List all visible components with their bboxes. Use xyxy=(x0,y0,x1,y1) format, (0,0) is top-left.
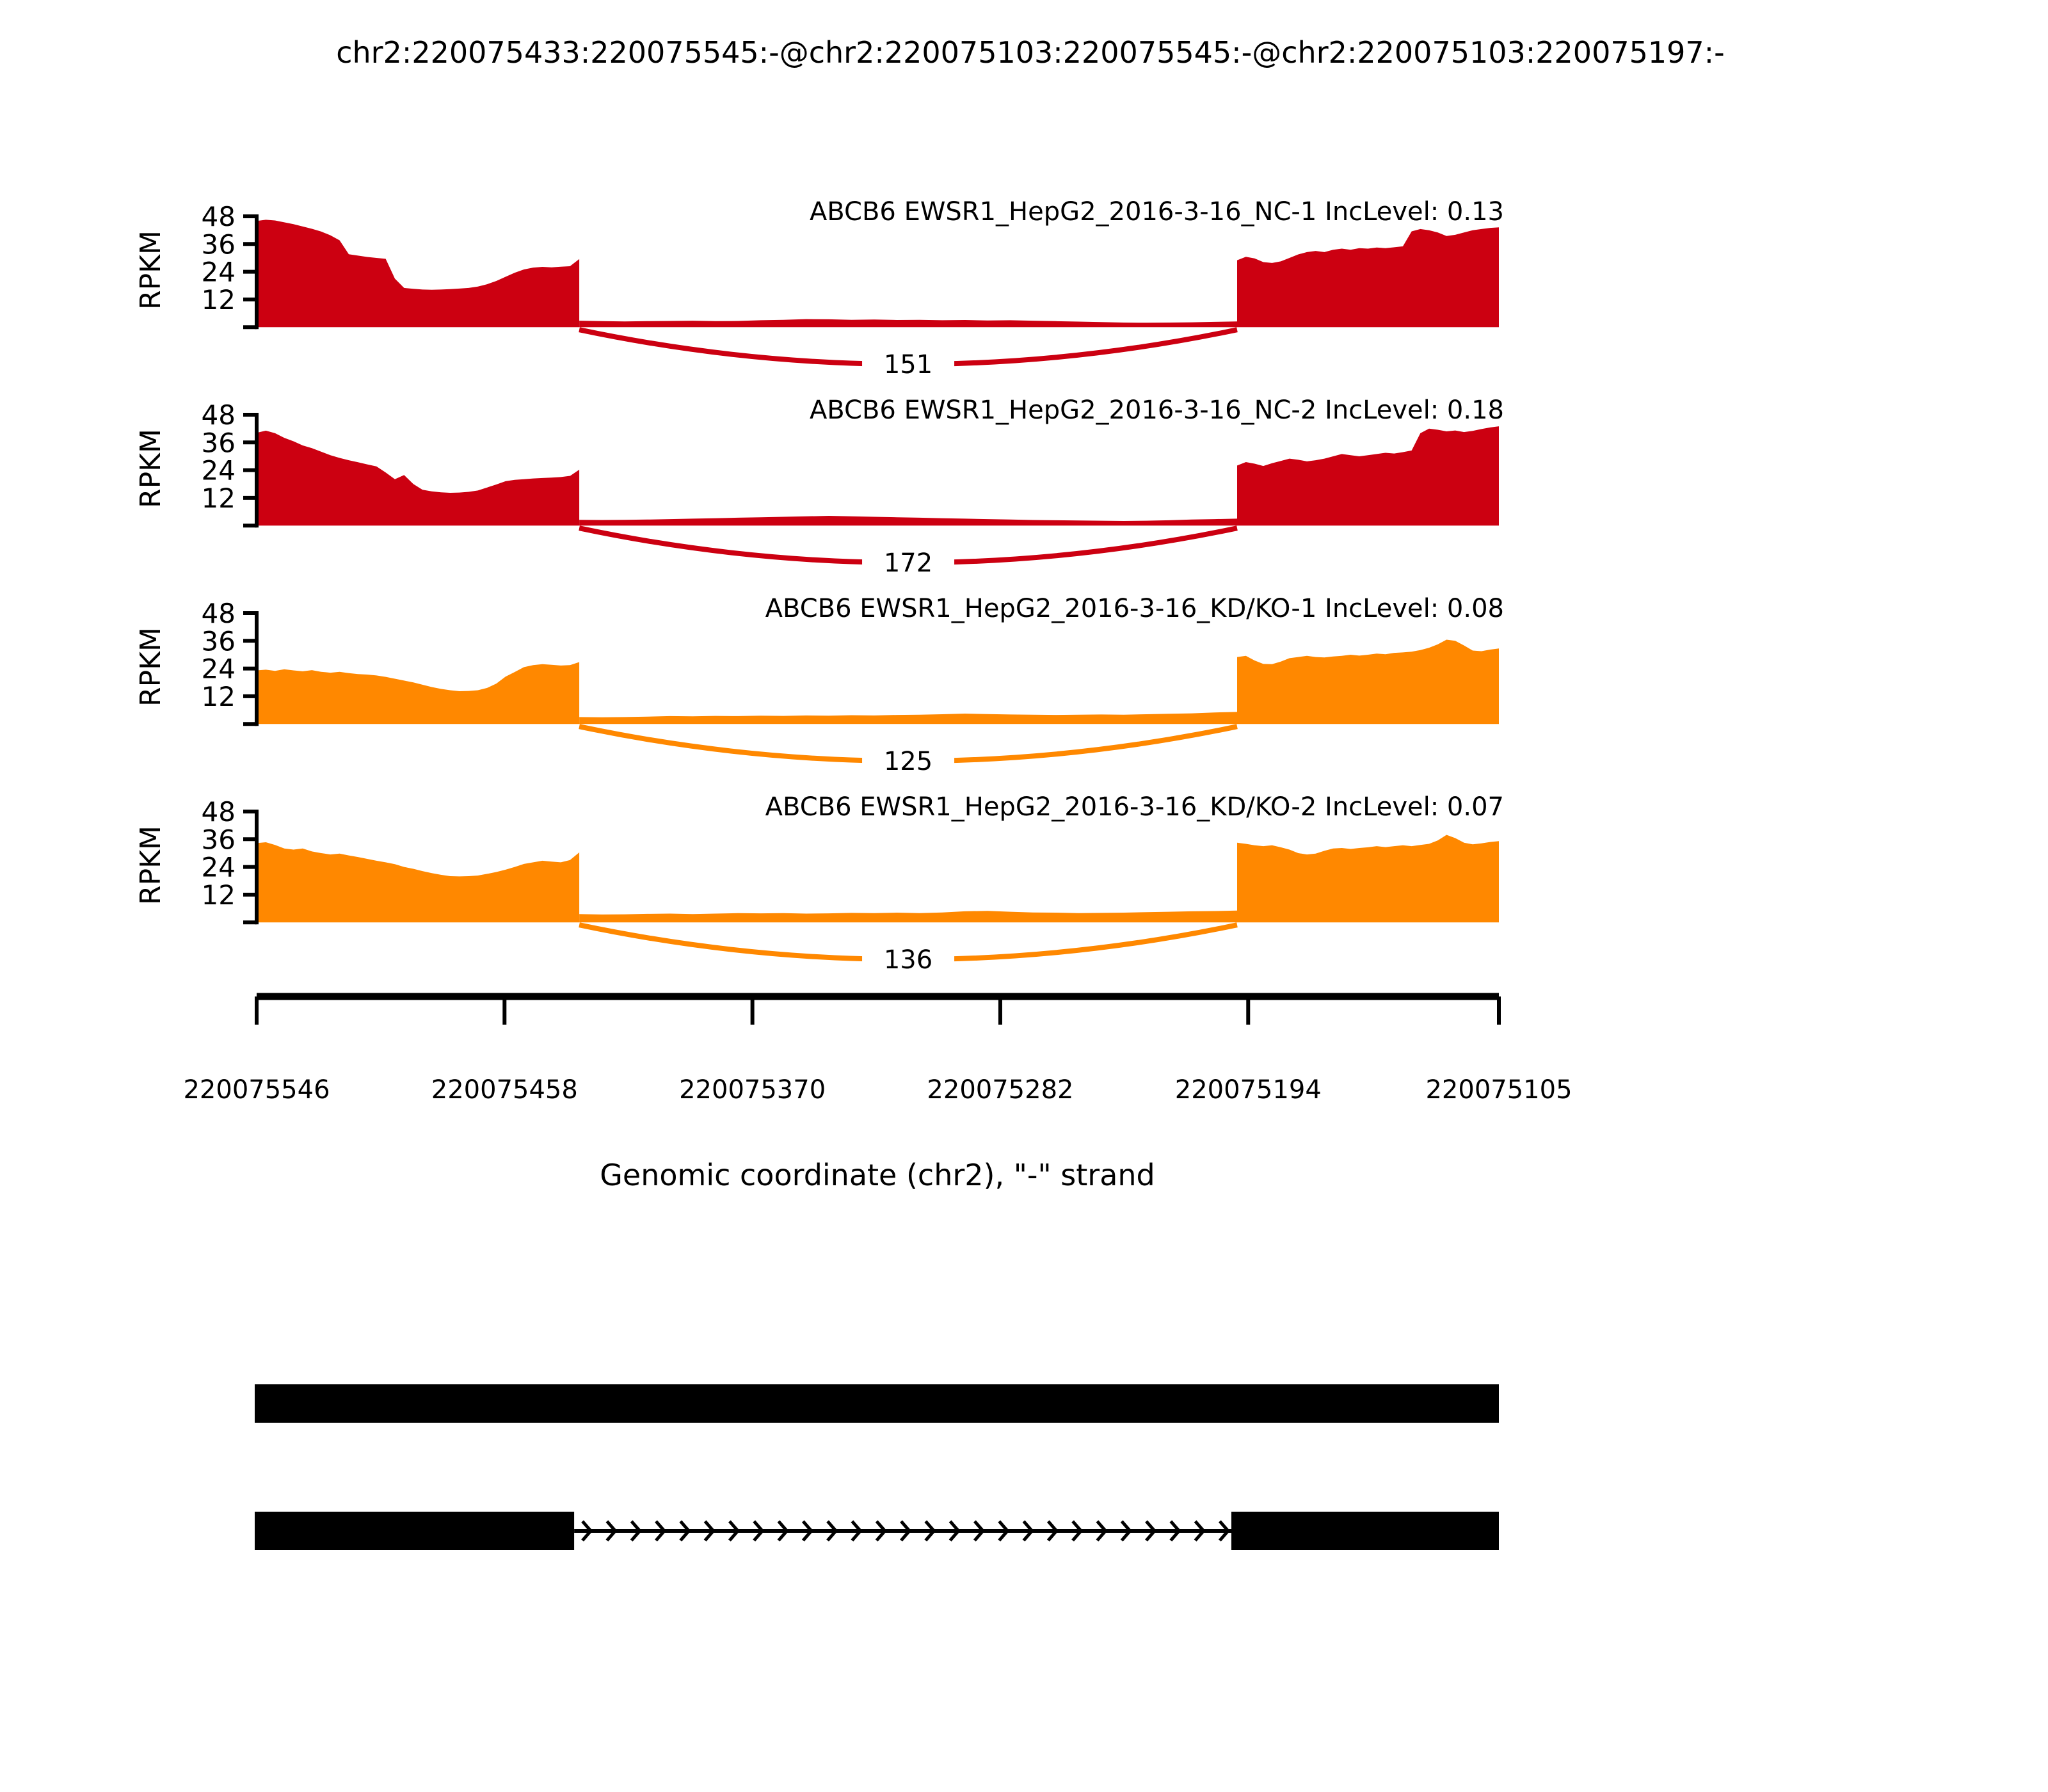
coverage-left-exon xyxy=(257,842,580,923)
y-tick-label: 12 xyxy=(202,681,236,712)
y-tick-label: 36 xyxy=(202,228,236,260)
intron-direction-arrow xyxy=(703,1520,716,1542)
coverage-left-exon xyxy=(257,662,580,724)
x-axis: 220075546 220075458 220075370 220075282 2200… xyxy=(183,993,1572,1105)
intron-direction-arrow xyxy=(851,1520,863,1542)
intron-direction-arrow xyxy=(1071,1520,1084,1542)
junction-count-background xyxy=(862,549,955,577)
y-tick-label: 36 xyxy=(202,824,236,855)
junction-count-background xyxy=(862,351,955,378)
x-tick-label: 220075546 xyxy=(183,1075,330,1105)
junction-count-background xyxy=(862,946,955,973)
x-tick-label: 220075105 xyxy=(1425,1075,1572,1105)
intron-direction-arrow xyxy=(1145,1520,1157,1542)
coverage-intron xyxy=(579,910,1237,923)
y-tick-label: 24 xyxy=(202,257,236,288)
track-label: ABCB6 EWSR1_HepG2_2016-3-16_NC-1 IncLeve… xyxy=(810,197,1504,227)
intron-direction-arrow xyxy=(998,1520,1010,1542)
y-tick-label: 12 xyxy=(202,483,236,514)
isoform-skipping xyxy=(255,1512,1499,1550)
x-tick-label: 220075370 xyxy=(679,1075,826,1105)
intron-direction-arrow xyxy=(1219,1520,1231,1542)
junction-count: 172 xyxy=(884,548,932,578)
coverage-left-exon xyxy=(257,220,580,328)
x-tick-label: 220075194 xyxy=(1175,1075,1322,1105)
coverage-right-exon xyxy=(1237,227,1499,328)
intron-direction-arrow xyxy=(948,1520,961,1542)
coverage-right-exon xyxy=(1237,835,1499,923)
y-tick-label: 24 xyxy=(202,653,236,685)
track-label: ABCB6 EWSR1_HepG2_2016-3-16_NC-2 IncLeve… xyxy=(810,396,1504,425)
junction-count: 136 xyxy=(884,945,932,975)
track-label: ABCB6 EWSR1_HepG2_2016-3-16_KD/KO-2 IncL… xyxy=(765,792,1504,822)
y-tick-label: 36 xyxy=(202,625,236,657)
coverage-right-exon xyxy=(1237,639,1499,724)
exon-block xyxy=(255,1384,1499,1423)
intron-direction-arrow xyxy=(801,1520,814,1542)
intron-direction-arrow xyxy=(581,1520,593,1542)
x-axis-title: Genomic coordinate (chr2), "-" strand xyxy=(600,1158,1155,1192)
intron-direction-arrow xyxy=(1194,1520,1206,1542)
intron-direction-arrow xyxy=(1046,1520,1059,1542)
y-tick-label: 48 xyxy=(202,201,236,232)
intron-direction-arrow xyxy=(924,1520,936,1542)
plot-title: chr2:220075433:220075545:-@chr2:22007510… xyxy=(336,35,1725,70)
junction-count-background xyxy=(862,748,955,775)
intron-direction-arrow xyxy=(900,1520,912,1542)
y-tick-label: 48 xyxy=(202,598,236,629)
y-tick-label: 48 xyxy=(202,399,236,431)
coverage-intron xyxy=(579,319,1237,328)
intron-direction-arrow xyxy=(728,1520,740,1542)
y-axis-label: RPKM xyxy=(134,627,167,707)
track-label: ABCB6 EWSR1_HepG2_2016-3-16_KD/KO-1 IncL… xyxy=(765,594,1504,623)
intron-direction-arrow xyxy=(1022,1520,1034,1542)
gene-structure xyxy=(255,1384,1499,1550)
y-tick-label: 36 xyxy=(202,427,236,458)
y-axis-label: RPKM xyxy=(134,429,167,508)
exon-block xyxy=(255,1512,575,1550)
y-tick-label: 24 xyxy=(202,455,236,486)
x-tick-label: 220075282 xyxy=(927,1075,1073,1105)
coverage-left-exon xyxy=(257,430,580,526)
intron-direction-arrow xyxy=(1169,1520,1181,1542)
intron-direction-arrow xyxy=(777,1520,789,1542)
intron-direction-arrow xyxy=(605,1520,618,1542)
coverage-right-exon xyxy=(1237,426,1499,526)
y-tick-label: 48 xyxy=(202,796,236,828)
intron-direction-arrow xyxy=(630,1520,643,1542)
intron-direction-arrow xyxy=(826,1520,838,1542)
y-tick-label: 24 xyxy=(202,852,236,883)
isoform-inclusion xyxy=(255,1384,1499,1423)
intron-direction-arrow xyxy=(655,1520,667,1542)
y-axis-label: RPKM xyxy=(134,826,167,905)
intron-direction-arrow xyxy=(973,1520,986,1542)
coverage-intron xyxy=(579,516,1237,526)
y-tick-label: 12 xyxy=(202,879,236,911)
coverage-intron xyxy=(579,712,1237,724)
y-tick-label: 12 xyxy=(202,284,236,316)
junction-count: 125 xyxy=(884,747,932,776)
x-tick-label: 220075458 xyxy=(431,1075,578,1105)
intron-direction-arrow xyxy=(875,1520,888,1542)
exon-block xyxy=(1231,1512,1499,1550)
intron-direction-arrow xyxy=(679,1520,691,1542)
y-axis-label: RPKM xyxy=(134,230,167,310)
intron-direction-arrow xyxy=(753,1520,765,1542)
intron-direction-arrow xyxy=(1096,1520,1108,1542)
junction-count: 151 xyxy=(884,350,932,380)
intron-direction-arrow xyxy=(1120,1520,1133,1542)
